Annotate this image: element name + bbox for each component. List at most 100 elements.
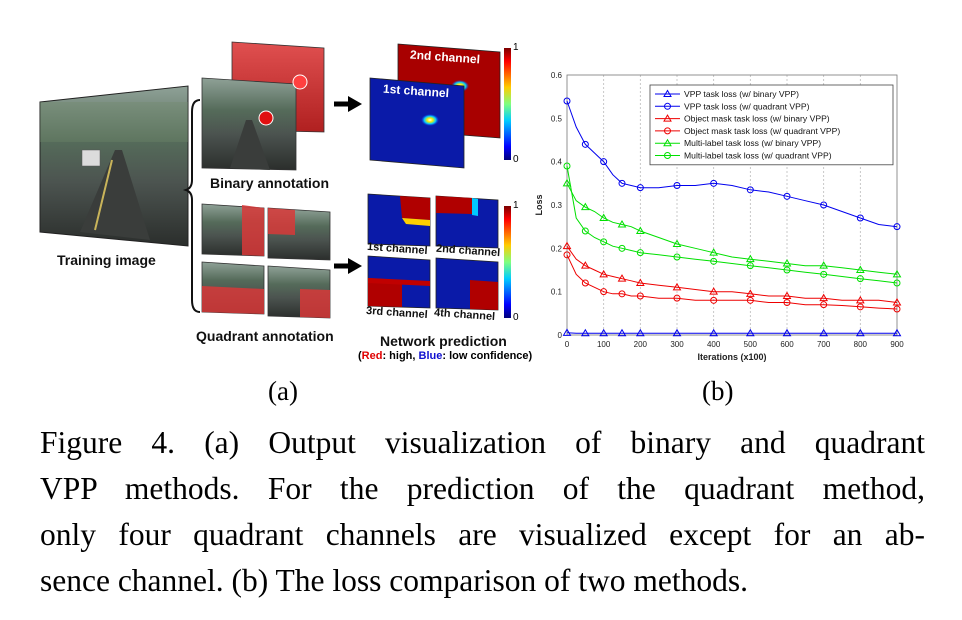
- colorbar-binary: [504, 48, 511, 160]
- x-tick-label: 0: [565, 340, 570, 349]
- caption-line-1: Figure 4. (a) Output visualization of bi…: [40, 425, 925, 460]
- data-point: [855, 295, 865, 304]
- data-point: [783, 299, 791, 306]
- data-point: [820, 270, 828, 278]
- data-point: [855, 265, 865, 273]
- legend-entry: Object mask task loss (w/ quadrant VPP): [684, 126, 840, 136]
- x-axis-label: Iterations (x100): [697, 352, 766, 362]
- data-point: [599, 328, 609, 337]
- series-line: [566, 165, 898, 284]
- data-point: [599, 269, 609, 278]
- quadrant-prediction-maps: [367, 193, 499, 311]
- data-point: [782, 291, 792, 299]
- plot-frame: [566, 74, 898, 336]
- data-point: [745, 254, 755, 263]
- confidence-blue-word: Blue: [418, 350, 443, 362]
- network-prediction-label: Network prediction: [380, 333, 507, 349]
- loss-chart: 0 100 200 300 400 500 600 700 800 900 0 0.1 0.2 0.3 0.…: [534, 71, 904, 362]
- x-tick-label: 800: [854, 340, 868, 349]
- data-point: [673, 294, 681, 302]
- confidence-mid: : high,: [382, 350, 419, 362]
- data-point: [819, 293, 829, 302]
- data-point: [745, 328, 755, 337]
- y-tick-label: 0.1: [551, 288, 563, 297]
- data-point: [709, 248, 719, 256]
- data-point: [563, 97, 571, 105]
- legend-entry: VPP task loss (w/ quadrant VPP): [684, 101, 810, 111]
- data-point: [746, 262, 754, 270]
- data-point: [893, 279, 901, 287]
- x-tick-label: 200: [634, 340, 648, 349]
- data-point: [562, 328, 572, 336]
- data-point: [636, 292, 644, 300]
- data-point: [618, 244, 626, 252]
- data-point: [562, 241, 572, 250]
- panel-a-figure: [39, 41, 511, 319]
- data-point: [710, 296, 718, 304]
- data-point: [820, 201, 828, 209]
- data-point: [672, 328, 682, 337]
- arrow-binary-icon: [334, 96, 362, 112]
- colorbar-binary-min: 0: [513, 154, 519, 165]
- data-point: [618, 179, 626, 187]
- data-point: [673, 182, 681, 189]
- training-image: [39, 85, 189, 247]
- y-axis-label: Loss: [534, 194, 544, 215]
- legend-swatch-marker: [664, 152, 671, 159]
- data-point: [581, 279, 589, 287]
- y-tick-label: 0.5: [551, 114, 563, 123]
- arrow-quadrant-icon: [334, 258, 362, 274]
- confidence-legend: (Red: high, Blue: low confidence): [358, 350, 532, 362]
- x-tick-label: 400: [707, 340, 721, 349]
- y-tick-label: 0.3: [551, 201, 563, 210]
- data-point: [563, 251, 571, 259]
- data-point: [892, 328, 902, 337]
- legend-entry: Multi-label task loss (w/ binary VPP): [684, 138, 821, 148]
- data-point: [819, 261, 829, 269]
- data-point: [580, 261, 590, 269]
- data-point: [600, 158, 608, 166]
- confidence-end: : low confidence): [442, 350, 533, 362]
- binary-prediction-maps: [369, 43, 501, 169]
- annotation-bracket: [182, 99, 201, 313]
- caption-line-4: sence channel. (b) The loss comparison o…: [40, 563, 748, 598]
- data-point: [635, 328, 645, 337]
- colorbar-quadrant: [504, 206, 511, 318]
- data-point: [635, 278, 645, 286]
- x-tick-label: 900: [890, 340, 904, 349]
- panel-b-label: (b): [702, 376, 734, 406]
- legend-swatch-marker: [664, 127, 671, 135]
- data-point: [710, 179, 718, 187]
- data-point: [672, 282, 682, 291]
- data-point: [562, 178, 572, 187]
- data-point: [563, 162, 571, 170]
- data-point: [618, 290, 626, 298]
- data-point: [745, 289, 755, 297]
- legend-swatch-marker: [663, 114, 672, 122]
- data-point: [580, 328, 590, 337]
- data-point: [893, 223, 901, 231]
- data-point: [892, 298, 902, 306]
- data-point: [892, 269, 902, 278]
- confidence-open: (: [358, 350, 362, 362]
- series-line: [566, 332, 897, 334]
- series-line: [566, 183, 898, 275]
- data-point: [746, 296, 754, 304]
- data-point: [709, 328, 719, 337]
- legend-swatch-marker: [663, 89, 672, 97]
- quadrant-annotation-images: [201, 203, 331, 319]
- data-point: [893, 305, 901, 313]
- data-point: [856, 275, 864, 283]
- data-point: [617, 220, 627, 228]
- x-tick-label: 100: [597, 340, 611, 349]
- y-tick-label: 0.2: [551, 244, 563, 253]
- x-tick-label: 700: [817, 340, 831, 349]
- panel-a-label: (a): [268, 376, 298, 406]
- data-point: [617, 274, 627, 282]
- legend-swatch-marker: [664, 102, 671, 110]
- y-tick-label: 0.6: [551, 71, 563, 80]
- data-point: [636, 249, 644, 257]
- confidence-red-word: Red: [361, 350, 383, 362]
- legend-entry: Multi-label task loss (w/ quadrant VPP): [684, 151, 832, 161]
- data-point: [673, 253, 681, 261]
